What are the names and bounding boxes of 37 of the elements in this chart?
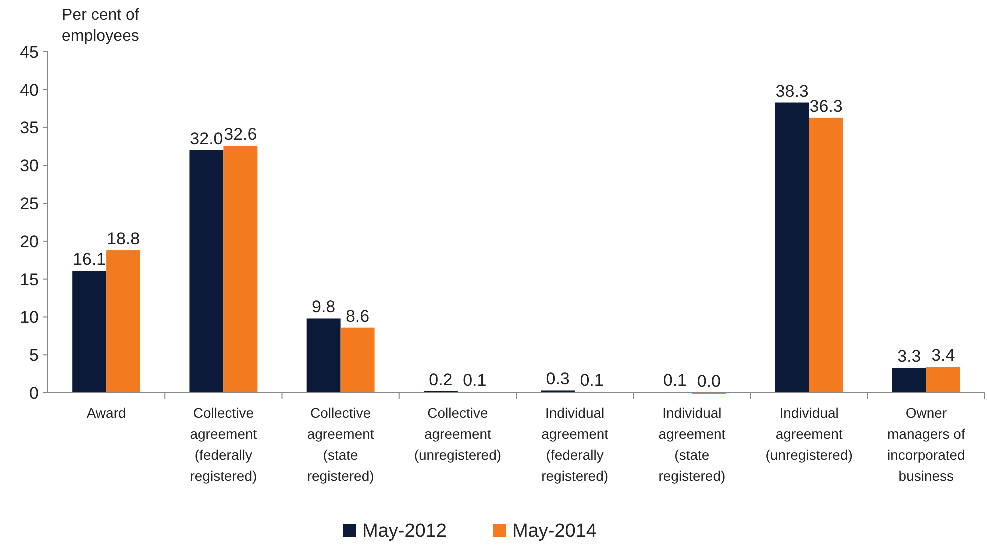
data-label: 32.0	[190, 130, 224, 149]
y-tick-label: 30	[20, 156, 39, 176]
data-label: 0.2	[429, 370, 453, 390]
x-tick-label: Collective agreement (federally registered)	[190, 405, 258, 484]
y-axis-title: Per cent of employees	[62, 7, 140, 45]
legend-label: May-2014	[512, 521, 598, 542]
data-label: 0.1	[463, 371, 487, 390]
data-label: 18.8	[107, 230, 140, 249]
data-label: 32.6	[224, 124, 258, 144]
data-label: 9.8	[312, 298, 336, 317]
data-label: 0.1	[663, 371, 688, 390]
y-tick-label: 40	[20, 80, 39, 100]
data-label: 3.3	[898, 346, 922, 366]
x-tick-label: Individual agreement (unregistered)	[766, 405, 853, 463]
y-tick-label: 0	[30, 384, 39, 403]
data-label: 8.6	[346, 306, 370, 326]
data-label: 0.3	[546, 370, 570, 389]
y-tick-label: 15	[20, 270, 39, 290]
x-tick-label: Collective agreement (unregistered)	[414, 405, 502, 463]
x-tick-label: Award	[86, 405, 126, 421]
y-tick-label: 35	[20, 118, 39, 138]
legend-label: May-2012	[362, 521, 447, 542]
data-label: 36.3	[810, 96, 843, 116]
x-tick-label: Individual agreement (federally registered)	[542, 405, 609, 484]
data-label: 38.3	[776, 82, 809, 101]
y-tick-label: 5	[30, 346, 39, 366]
y-tick-label: 45	[20, 42, 39, 62]
data-label: 3.4	[932, 346, 956, 366]
data-label: 0.1	[580, 371, 604, 390]
x-tick-label: Owner managers of incorporated business	[888, 405, 966, 484]
y-tick-label: 20	[20, 232, 39, 252]
y-tick-label: 10	[20, 308, 39, 328]
data-label: 16.1	[73, 250, 106, 269]
x-tick-label: Collective agreement (state registered)	[307, 405, 374, 484]
data-label: 0.0	[697, 372, 721, 391]
y-tick-label: 25	[20, 194, 39, 214]
x-tick-label: Individual agreement (state registered)	[658, 405, 726, 484]
